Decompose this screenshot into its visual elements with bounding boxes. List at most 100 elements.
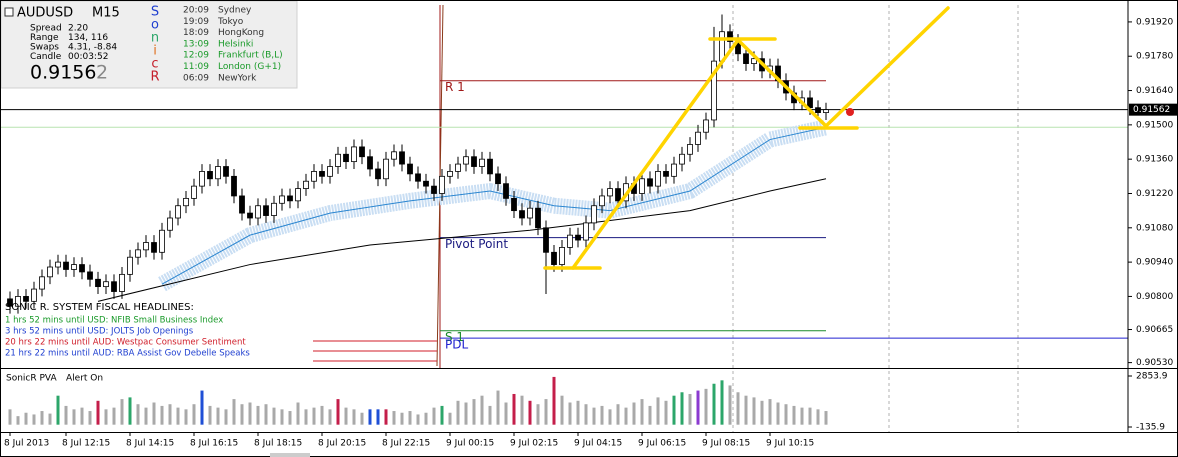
candle-body — [15, 296, 21, 307]
y-tick-label: 0.90940 — [1136, 258, 1173, 268]
candle-body — [415, 173, 421, 182]
x-tick-label: 9 Jul 06:15 — [638, 439, 686, 449]
volume-bar — [240, 404, 244, 425]
volume-bar — [464, 402, 468, 425]
volume-bar — [328, 409, 332, 425]
y-tick-label: 0.91500 — [1136, 120, 1173, 130]
x-tick-label: 8 Jul 18:15 — [254, 439, 302, 449]
candle-body — [151, 242, 157, 253]
candle-body — [375, 168, 381, 180]
x-tick-label: 8 Jul 22:15 — [382, 439, 430, 449]
candle-body — [463, 156, 469, 165]
candle-body — [407, 163, 413, 175]
volume-bar — [136, 404, 140, 425]
volume-bar — [584, 404, 588, 425]
candle-body — [367, 156, 373, 170]
volume-bar — [256, 405, 260, 425]
candle-body — [639, 178, 645, 194]
candle-body — [263, 205, 269, 216]
scrollbar — [270, 453, 310, 457]
y-tick-label: 0.90800 — [1136, 292, 1173, 302]
volume-bar — [496, 390, 500, 425]
candle-body — [559, 247, 565, 265]
info-value: 134, 116 — [68, 33, 108, 43]
volume-bar — [208, 405, 212, 425]
candle-body — [311, 171, 317, 182]
candle-body — [143, 242, 149, 251]
session-city: Sydney — [218, 6, 252, 16]
x-tick-label: 9 Jul 00:15 — [446, 439, 494, 449]
volume-bar — [768, 399, 772, 425]
candle-body — [727, 31, 733, 42]
candle-body — [527, 207, 533, 219]
candle-body — [391, 151, 397, 160]
volume-bar — [200, 390, 204, 425]
y-tick-label: 0.90530 — [1136, 358, 1173, 368]
volume-bar — [152, 402, 156, 425]
volume-bar — [168, 404, 172, 425]
candle-body — [511, 197, 517, 212]
y-tick-label: 0.91780 — [1136, 52, 1173, 62]
volume-bar — [424, 412, 428, 425]
volume-bar — [592, 407, 596, 425]
volume-bar — [456, 400, 460, 425]
candle-body — [751, 58, 757, 64]
volume-bar — [728, 385, 732, 425]
volume-bar — [192, 404, 196, 425]
volume-bar — [336, 399, 340, 425]
volume-bar — [144, 407, 148, 425]
volume-bar — [808, 407, 812, 425]
candle-body — [807, 97, 813, 109]
session-time: 11:09 — [183, 62, 209, 72]
volume-bar — [712, 383, 716, 425]
candle-body — [679, 153, 685, 165]
candle-body — [351, 146, 357, 163]
volume-bar — [560, 395, 564, 425]
volume-bar — [112, 407, 116, 425]
sonic-letter: o — [151, 18, 159, 33]
candle-body — [239, 195, 245, 214]
candle-body — [583, 222, 589, 241]
indicator-title: SonicR PVA — [6, 374, 57, 384]
volume-bar — [448, 412, 452, 425]
candle-body — [223, 166, 229, 177]
volume-bar — [64, 405, 68, 425]
volume-bar — [640, 399, 644, 425]
candle-body — [47, 266, 53, 278]
trendline — [571, 38, 740, 270]
info-label: Swaps — [30, 43, 59, 53]
candle-body — [87, 271, 93, 280]
candle-body — [359, 146, 365, 158]
candle-body — [119, 273, 125, 292]
candle-body — [95, 278, 101, 288]
session-time: 20:09 — [183, 6, 209, 16]
headlines-title: SONIC R. SYSTEM FISCAL HEADLINES: — [5, 302, 194, 313]
timeframe: M15 — [92, 6, 120, 21]
moving-average — [161, 126, 827, 285]
candle-body — [335, 153, 341, 167]
volume-bar — [472, 399, 476, 425]
volume-bar — [504, 402, 508, 425]
candle-body — [647, 178, 653, 187]
alert-dot — [846, 108, 854, 116]
headline: 21 hrs 22 mins until AUD: RBA Assist Gov… — [5, 349, 250, 359]
session-city: NewYork — [218, 73, 257, 83]
candle-body — [663, 171, 669, 177]
candle-body — [103, 281, 109, 288]
candle-body — [207, 171, 213, 180]
volume-bar — [632, 402, 636, 425]
volume-bar — [104, 409, 108, 425]
volume-bar — [704, 388, 708, 425]
candle-body — [439, 175, 445, 194]
candle-body — [255, 205, 261, 219]
candle-body — [551, 251, 557, 265]
session-city: HongKong — [218, 28, 264, 38]
trendline — [736, 38, 828, 128]
candle-body — [711, 60, 717, 121]
volume-bar — [352, 409, 356, 425]
volume-bar — [576, 400, 580, 425]
symbol-icon — [4, 7, 14, 17]
pivot-label: PDL — [445, 338, 468, 352]
candle-body — [135, 249, 141, 258]
candle-body — [7, 298, 13, 307]
